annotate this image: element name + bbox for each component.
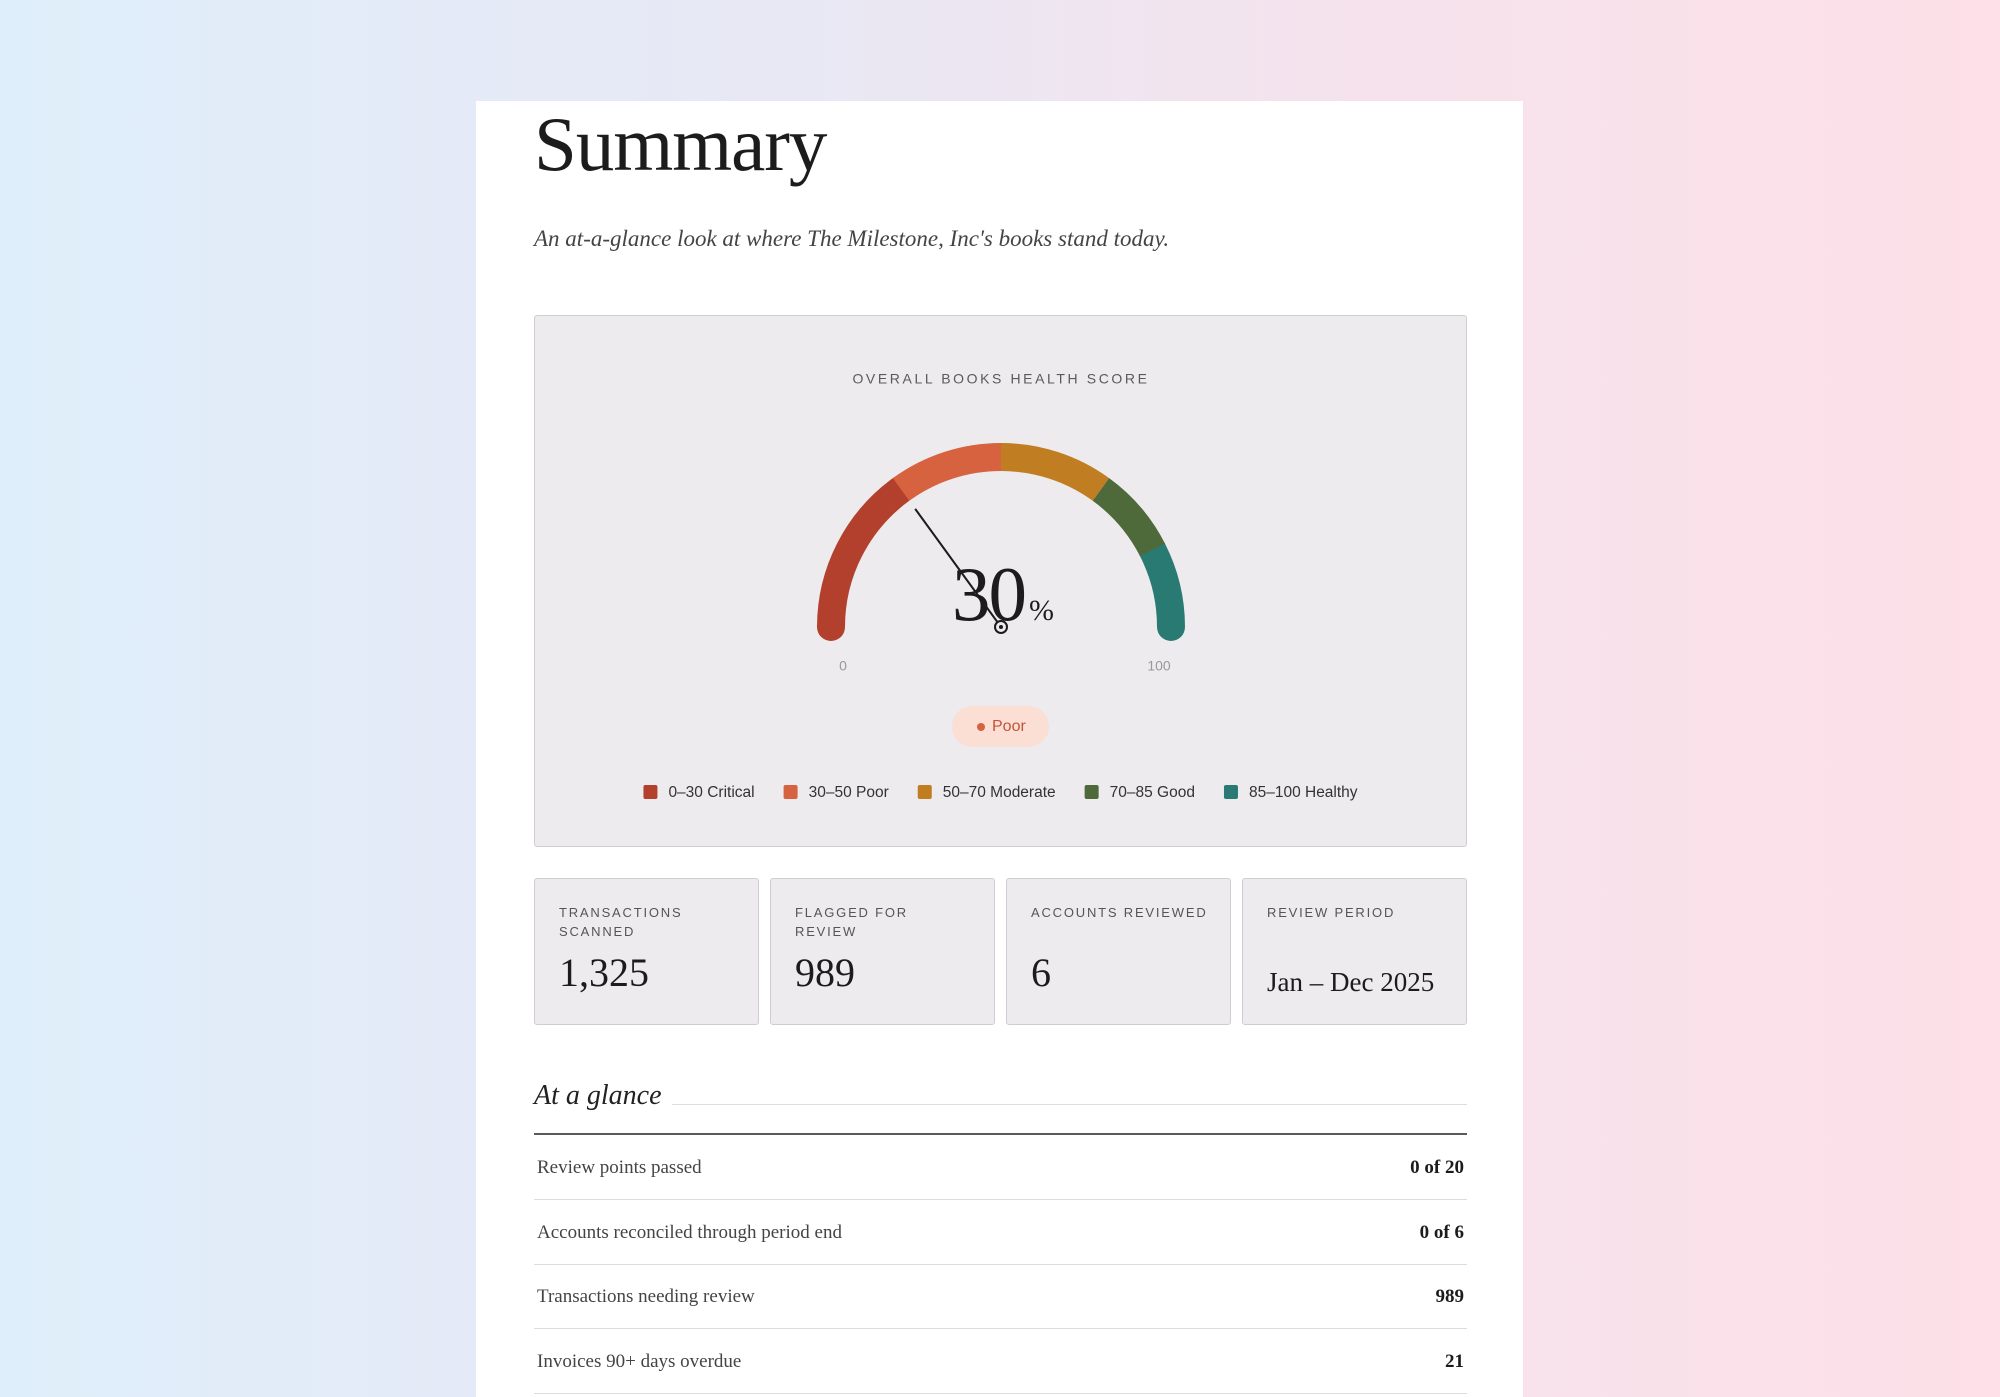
section-title: At a glance: [534, 1080, 662, 1111]
stat-label: REVIEW PERIOD: [1267, 905, 1396, 920]
gauge-card: OVERALL BOOKS HEALTH SCORE 0 100 30% Poor 0–3…: [534, 315, 1467, 847]
table-row: Review points passed 0 of 20: [534, 1135, 1467, 1200]
legend-label: 85–100 Healthy: [1249, 784, 1358, 801]
status-dot: [977, 723, 985, 731]
gauge-band: [1092, 478, 1165, 557]
gauge-needle: [914, 508, 1002, 628]
gauge-band: [892, 443, 1002, 501]
legend-swatch: [1084, 785, 1099, 799]
stat-card: FLAGGED FOR REVIEW 989: [770, 878, 995, 1025]
stat-card: ACCOUNTS REVIEWED 6: [1006, 878, 1231, 1025]
gauge-title: OVERALL BOOKS HEALTH SCORE: [852, 371, 1149, 387]
legend-swatch: [783, 785, 798, 799]
page-title: Summary: [534, 101, 827, 187]
row-value: 0 of 6: [1419, 1221, 1464, 1243]
row-label: Transactions needing review: [537, 1286, 755, 1307]
gauge-band: [1000, 443, 1110, 501]
stat-label: TRANSACTIONS SCANNED: [559, 905, 683, 939]
gauge-band: [1138, 535, 1185, 641]
legend-label: 70–85 Good: [1110, 784, 1195, 801]
legend-label: 0–30 Critical: [668, 784, 754, 801]
needle-dot: [999, 625, 1003, 629]
section-rule: [534, 1133, 1467, 1135]
legend-item: 50–70 Moderate: [917, 784, 1056, 801]
legend-item: 30–50 Poor: [783, 784, 889, 801]
stat-value: 989: [795, 950, 855, 995]
status-pill: [952, 706, 1049, 747]
stat-label: FLAGGED FOR REVIEW: [795, 905, 908, 939]
gauge-min-label: 0: [839, 658, 847, 674]
gauge-value-unit: %: [1029, 594, 1054, 627]
table-row: Transactions needing review 989: [534, 1264, 1467, 1329]
legend-swatch: [643, 785, 658, 799]
row-value: 21: [1445, 1350, 1464, 1372]
gauge: OVERALL BOOKS HEALTH SCORE 0 100 30 % Poor 0–3…: [643, 371, 1358, 801]
section-line: [672, 1104, 1467, 1105]
legend-item: 70–85 Good: [1084, 784, 1195, 801]
legend-label: 50–70 Moderate: [943, 784, 1056, 801]
stat-label: ACCOUNTS REVIEWED: [1031, 905, 1208, 920]
table-row: Invoices 90+ days overdue 21: [534, 1329, 1467, 1394]
legend-label: 30–50 Poor: [809, 784, 889, 801]
row-label: Review points passed: [537, 1157, 702, 1178]
gauge-band: [817, 475, 916, 641]
row-value: 0 of 20: [1410, 1157, 1464, 1178]
row-label: Accounts reconciled through period end: [537, 1221, 842, 1243]
legend-swatch: [1223, 785, 1238, 799]
stat-value: 6: [1031, 950, 1051, 995]
legend-swatch: [917, 785, 932, 799]
row-label: Invoices 90+ days overdue: [537, 1350, 742, 1372]
legend-item: 85–100 Healthy: [1223, 784, 1358, 801]
stat-card: TRANSACTIONS SCANNED 1,325: [534, 878, 759, 1025]
gauge-value-number: 30: [952, 551, 1025, 637]
stat-value: Jan – Dec 2025: [1267, 967, 1435, 997]
legend-item: 0–30 Critical: [643, 784, 755, 801]
status-label: Poor: [992, 718, 1026, 735]
row-value: 989: [1435, 1286, 1465, 1307]
page-subtitle: An at-a-glance look at where The Milesto…: [534, 226, 1170, 251]
gauge-max-label: 100: [1147, 658, 1171, 674]
table-row: Accounts reconciled through period end 0 …: [534, 1200, 1467, 1265]
gauge-value: 30%: [952, 551, 1054, 637]
stat-value: 1,325: [559, 950, 649, 995]
stat-card: REVIEW PERIOD Jan – Dec 2025: [1242, 878, 1467, 1025]
